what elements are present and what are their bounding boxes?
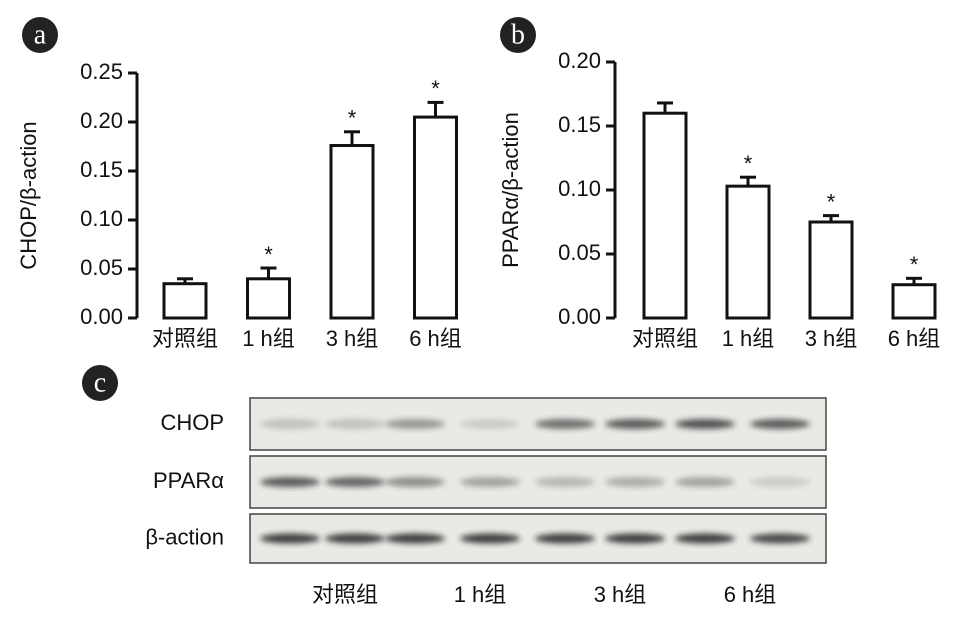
bar xyxy=(725,184,771,320)
significance-marker: * xyxy=(910,252,919,277)
blot-band xyxy=(605,419,665,429)
x-tick-label: 6 h组 xyxy=(888,326,941,351)
lane-label: 6 h组 xyxy=(724,582,777,607)
blot-band xyxy=(750,419,810,429)
y-tick-label: 0.20 xyxy=(558,48,601,73)
y-axis-label: PPARα/β-action xyxy=(498,112,523,268)
blot-band xyxy=(385,533,445,544)
x-tick-label: 3 h组 xyxy=(805,326,858,351)
y-tick-label: 0.25 xyxy=(80,59,123,84)
significance-marker: * xyxy=(348,106,357,131)
significance-marker: * xyxy=(744,151,753,176)
blot-band xyxy=(460,419,520,429)
lane-label: 对照组 xyxy=(312,582,378,607)
blot-band xyxy=(325,477,385,487)
y-tick-label: 0.05 xyxy=(558,240,601,265)
blot-band xyxy=(605,533,665,544)
blot-band xyxy=(605,477,665,487)
lane-label: 1 h组 xyxy=(454,582,507,607)
bar xyxy=(808,220,854,320)
blot-band xyxy=(535,419,595,429)
blot-band xyxy=(675,477,735,487)
bar xyxy=(162,282,208,320)
blot-band xyxy=(460,477,520,487)
row-label: β-action xyxy=(145,524,224,549)
panel-badge xyxy=(82,365,118,401)
y-tick-label: 0.15 xyxy=(558,112,601,137)
y-axis-label: CHOP/β-action xyxy=(16,121,41,269)
blot-band xyxy=(675,419,735,429)
x-tick-label: 6 h组 xyxy=(409,326,462,351)
lane-label: 3 h组 xyxy=(594,582,647,607)
y-tick-label: 0.20 xyxy=(80,108,123,133)
panel-letter: a xyxy=(34,19,47,50)
blot-band xyxy=(260,533,320,544)
blot-band xyxy=(260,477,320,487)
bar xyxy=(246,277,291,320)
blot: CHOP PPARα β-action 对照组 1 h组 3 h组 6 h组 xyxy=(145,397,827,607)
bar xyxy=(891,283,937,320)
y-tick-label: 0.15 xyxy=(80,157,123,182)
significance-marker: * xyxy=(264,242,273,267)
y-tick-label: 0.00 xyxy=(558,304,601,329)
row-label: CHOP xyxy=(160,410,224,435)
blot-band xyxy=(675,533,735,544)
panel-letter: c xyxy=(94,367,106,398)
x-tick-label: 1 h组 xyxy=(242,326,295,351)
significance-marker: * xyxy=(827,189,836,214)
blot-band xyxy=(460,533,520,544)
x-tick-label: 1 h组 xyxy=(722,326,775,351)
y-tick-label: 0.10 xyxy=(558,176,601,201)
panel-badge xyxy=(500,17,536,53)
row-label: PPARα xyxy=(153,468,224,493)
significance-marker: * xyxy=(431,76,440,101)
blot-band xyxy=(325,533,385,544)
x-tick-label: 对照组 xyxy=(152,326,218,351)
blot-band xyxy=(535,533,595,544)
blot-band xyxy=(385,477,445,487)
y-tick-label: 0.00 xyxy=(80,304,123,329)
bar xyxy=(329,144,375,320)
blot-band xyxy=(260,419,320,429)
blot-band xyxy=(750,477,810,487)
y-tick-label: 0.05 xyxy=(80,255,123,280)
blot-band xyxy=(750,533,810,544)
bar xyxy=(413,115,458,320)
y-tick-label: 0.10 xyxy=(80,206,123,231)
blot-band xyxy=(385,419,445,429)
blot-band xyxy=(325,419,385,429)
x-tick-label: 对照组 xyxy=(632,326,698,351)
panel-letter: b xyxy=(511,19,525,50)
blot-band xyxy=(535,477,595,487)
x-tick-label: 3 h组 xyxy=(326,326,379,351)
bar xyxy=(642,111,688,320)
panel-badge xyxy=(22,17,58,53)
